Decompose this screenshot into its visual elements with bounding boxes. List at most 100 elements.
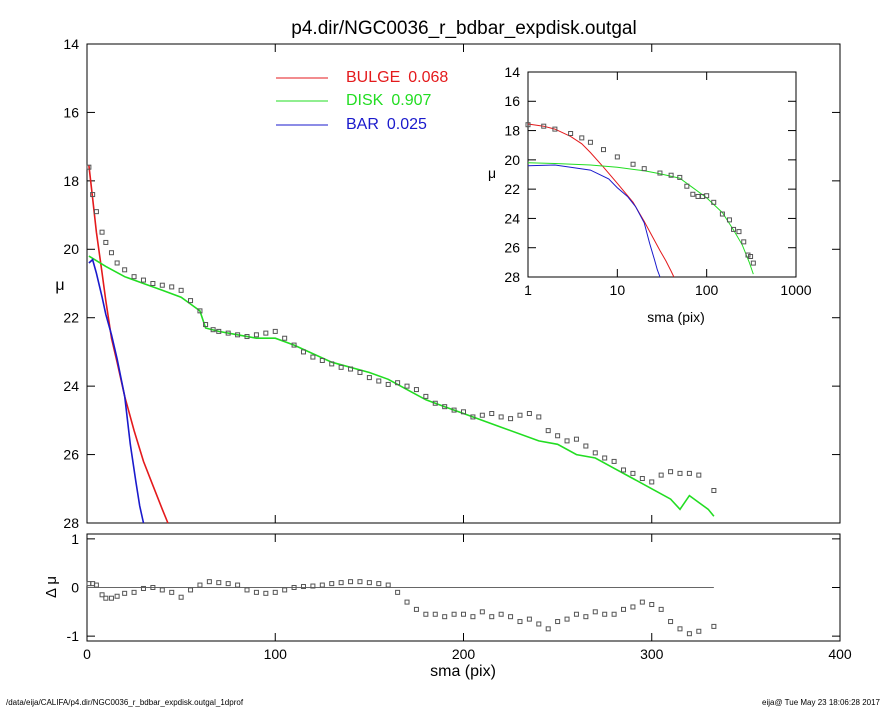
data-point	[300, 349, 306, 355]
y-tick-label: 22	[504, 181, 520, 197]
data-point	[169, 589, 175, 595]
data-point	[319, 357, 325, 363]
inset-series	[525, 122, 756, 278]
data-point	[686, 631, 692, 637]
data-point	[178, 594, 184, 600]
data-point	[348, 579, 354, 585]
data-point	[310, 354, 316, 360]
data-point	[630, 470, 636, 476]
data-point	[348, 366, 354, 372]
data-point	[423, 611, 429, 617]
x-tick-label: 100	[695, 282, 719, 298]
data-point	[536, 621, 542, 627]
data-point	[291, 342, 297, 348]
data-point	[225, 330, 231, 336]
data-point	[90, 192, 96, 198]
data-point	[498, 611, 504, 617]
data-point	[413, 387, 419, 393]
data-point	[719, 211, 725, 217]
data-point	[704, 193, 710, 199]
data-point	[159, 587, 165, 593]
data-point	[114, 593, 120, 599]
legend: BULGE 0.068 DISK 0.907 BAR 0.025	[276, 69, 448, 133]
data-point	[568, 131, 574, 136]
data-point	[489, 411, 495, 417]
y-tick-label: 16	[63, 104, 79, 120]
data-point	[489, 614, 495, 620]
data-point	[696, 472, 702, 478]
data-point	[150, 585, 156, 590]
data-point	[131, 274, 137, 280]
data-point	[614, 154, 620, 160]
data-point	[432, 400, 438, 406]
data-point	[690, 191, 696, 197]
data-point	[131, 589, 137, 595]
data-point	[470, 414, 476, 420]
data-point	[658, 472, 664, 478]
data-point	[736, 229, 742, 235]
data-point	[564, 616, 570, 622]
data-point	[461, 409, 466, 415]
data-point	[677, 174, 683, 180]
data-point	[263, 590, 269, 596]
data-point	[573, 611, 579, 617]
x-tick-label: 10	[610, 282, 626, 298]
y-tick-label: 0	[71, 579, 79, 595]
data-point	[169, 284, 175, 290]
data-point	[726, 217, 732, 223]
data-point	[583, 614, 589, 620]
data-point	[86, 164, 92, 170]
inset-y-axis-label: μ	[488, 165, 496, 181]
data-point	[376, 378, 382, 384]
y-tick-label: 24	[504, 210, 520, 226]
data-point	[649, 602, 655, 608]
x-tick-label: 200	[452, 646, 476, 662]
data-point	[602, 611, 608, 617]
residual-y-axis-label: Δ μ	[43, 576, 60, 598]
data-point	[677, 626, 683, 632]
y-tick-label: 14	[504, 64, 520, 80]
data-point	[621, 606, 627, 612]
data-point	[114, 260, 120, 266]
data-point	[696, 628, 702, 634]
y-tick-label: 16	[504, 93, 520, 109]
data-point	[545, 626, 551, 632]
residual-x-axis-label: sma (pix)	[430, 663, 496, 680]
data-point	[357, 369, 363, 375]
data-point	[140, 585, 146, 591]
data-point	[404, 383, 410, 389]
x-tick-label: 1	[524, 282, 532, 298]
series-line-bar	[527, 164, 661, 278]
main-axes: 14 16 18 20 22 24 26 28	[63, 36, 841, 531]
data-point	[310, 583, 316, 589]
data-point	[103, 239, 109, 245]
data-point	[413, 606, 419, 612]
data-point	[583, 443, 589, 449]
data-point	[479, 412, 485, 418]
data-point	[385, 381, 391, 387]
residual-series	[86, 579, 717, 637]
data-point	[99, 229, 105, 235]
data-point	[545, 428, 551, 434]
data-point	[178, 287, 184, 293]
x-tick-label: 100	[264, 646, 288, 662]
data-point	[206, 579, 212, 585]
data-point	[197, 308, 203, 314]
data-point	[592, 609, 598, 615]
data-point	[253, 589, 259, 595]
data-point	[150, 281, 156, 286]
data-point	[329, 361, 335, 367]
inset-axes: 14 16 18 20 22 24 26 281 10 100 1000	[504, 64, 811, 298]
data-point	[216, 580, 222, 586]
data-point	[432, 611, 438, 617]
data-point	[498, 414, 504, 420]
data-point	[630, 604, 636, 610]
data-point	[657, 170, 663, 176]
data-point	[745, 252, 751, 258]
data-point	[366, 375, 372, 381]
y-tick-label: 18	[63, 173, 79, 189]
data-point	[639, 476, 645, 482]
data-point	[517, 412, 523, 418]
data-point	[602, 455, 608, 461]
series-line-bulge	[88, 165, 169, 524]
